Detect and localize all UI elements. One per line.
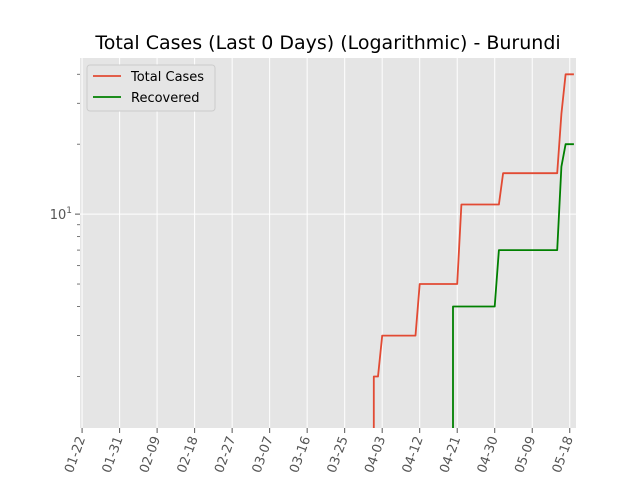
y-tick-label-exponent: 1 [66, 206, 72, 216]
legend-label-total-cases: Total Cases [130, 70, 204, 85]
series-line-total-cases [372, 73, 574, 428]
y-tick-label-base: 10 [50, 208, 67, 223]
series [372, 73, 574, 428]
y-minor-ticks [77, 73, 80, 377]
legend: Total Cases Recovered [86, 64, 216, 112]
plot-area [80, 58, 576, 428]
y-tick-label: 101 [50, 206, 72, 223]
grid [80, 58, 576, 428]
chart-title: Total Cases (Last 0 Days) (Logarithmic) … [94, 32, 560, 54]
series-line-recovered [452, 143, 574, 428]
legend-label-recovered: Recovered [131, 91, 200, 106]
y-axis: 101 [50, 206, 80, 223]
